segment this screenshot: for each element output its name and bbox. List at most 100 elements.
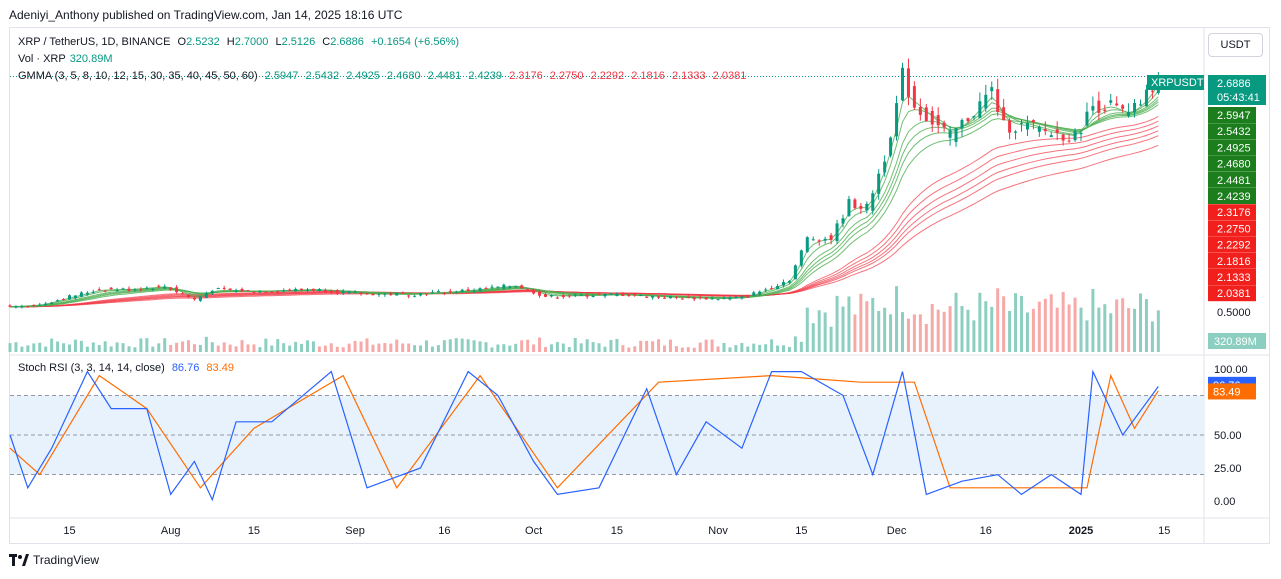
candle-body [692, 297, 696, 300]
candle-body [871, 193, 875, 211]
candle-body [1079, 132, 1083, 135]
candle-body [169, 287, 173, 290]
candle-body [966, 118, 970, 122]
candle-body [264, 291, 268, 293]
volume-bar [466, 339, 470, 352]
volume-bar [1115, 299, 1119, 352]
candle-body [430, 292, 434, 294]
volume-bar [430, 346, 434, 352]
volume-bar [1150, 321, 1154, 352]
candle-body [448, 291, 452, 293]
volume-bar [853, 314, 857, 352]
time-axis-tick: 16 [980, 525, 992, 537]
volume-value: 320.89M [69, 53, 113, 65]
volume-bar [883, 307, 887, 352]
volume-bar [204, 336, 208, 352]
volume-bar [1079, 307, 1083, 352]
volume-bar [835, 295, 839, 352]
candle-body [413, 295, 417, 297]
stoch-d-value: 83.49 [206, 362, 234, 374]
time-axis-tick: Dec [887, 525, 907, 537]
tradingview-logo-icon [9, 554, 29, 566]
candle-body [389, 293, 393, 296]
volume-bar [901, 312, 904, 352]
volume-bar [50, 338, 54, 352]
time-axis-tick: Oct [525, 525, 542, 537]
stoch-value-tag [1208, 383, 1256, 400]
volume-bar [609, 340, 613, 352]
candle-body [1127, 111, 1131, 116]
time-axis-tick: 15 [248, 525, 260, 537]
candle-body [912, 86, 916, 108]
candle-body [401, 293, 405, 295]
candle-body [85, 292, 89, 295]
volume-bar [1002, 296, 1006, 352]
close-value: 2.6886 [330, 36, 364, 48]
candle-body [555, 297, 559, 299]
candle-body [79, 292, 83, 297]
volume-bar [1020, 295, 1023, 352]
candle-body [734, 296, 738, 299]
volume-bar [1109, 313, 1113, 352]
volume-bar [859, 293, 863, 352]
volume-bar [407, 343, 411, 352]
volume-bar [912, 314, 916, 352]
time-axis-tick: 16 [438, 525, 450, 537]
gmma-value-tag [1208, 269, 1256, 285]
candle-body [544, 294, 547, 297]
volume-bar [847, 296, 851, 352]
candle-body [930, 110, 934, 125]
candle-body [216, 288, 220, 290]
chart-frame[interactable] [9, 27, 1270, 544]
volume-bar [306, 340, 309, 352]
volume-bar [181, 341, 185, 352]
volume-bar [764, 344, 768, 352]
candle-body [895, 103, 899, 137]
stoch-axis-tick: 50.00 [1214, 430, 1242, 442]
stoch-k-line [9, 369, 1159, 502]
volume-bar [829, 326, 833, 352]
volume-bar [323, 345, 327, 352]
gmma-long-line [10, 135, 1159, 308]
volume-bar [1156, 310, 1160, 352]
candle-body [538, 291, 542, 296]
volume-bar [889, 314, 893, 352]
candle-body [817, 240, 821, 242]
volume-bar [805, 307, 809, 352]
volume-bar [115, 342, 119, 352]
volume-bar [365, 338, 369, 352]
symbol-title: XRP / TetherUS, 1D, BINANCE [18, 36, 171, 48]
candle-body [603, 293, 607, 297]
volume-bar [1139, 293, 1142, 352]
candle-body [234, 290, 238, 292]
candle-body [323, 290, 327, 293]
candle-body [918, 106, 922, 115]
candle-body [175, 287, 179, 293]
candle-body [776, 286, 780, 290]
candle-body [1091, 106, 1095, 111]
candle-body [341, 291, 345, 294]
volume-bar [448, 339, 452, 352]
volume-bar [734, 345, 738, 352]
candle-body [633, 293, 637, 296]
candle-body [478, 288, 482, 291]
stoch-d-line [9, 373, 1159, 489]
volume-bar [311, 341, 315, 352]
time-axis-tick: 15 [795, 525, 807, 537]
candle-body [1031, 120, 1035, 123]
volume-bar [335, 346, 339, 352]
volume-bar [603, 346, 607, 352]
volume-bar [395, 339, 399, 352]
currency-button[interactable]: USDT [1208, 33, 1263, 57]
volume-bar [787, 346, 791, 352]
candle-body [157, 285, 161, 287]
candle-body [103, 290, 107, 292]
volume-bar [817, 310, 821, 352]
time-axis-tick: Aug [161, 525, 181, 537]
candle-body [722, 297, 726, 299]
candle-body [746, 296, 750, 298]
candle-body [62, 299, 66, 301]
candle-body [288, 289, 292, 291]
gmma-short-line [10, 99, 1159, 308]
